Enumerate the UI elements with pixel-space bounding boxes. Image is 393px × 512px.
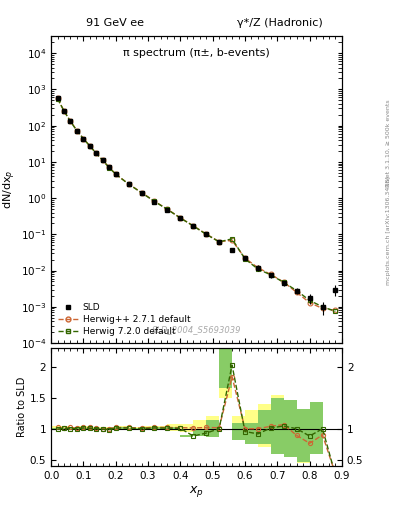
- Legend: SLD, Herwig++ 2.7.1 default, Herwig 7.2.0 default: SLD, Herwig++ 2.7.1 default, Herwig 7.2.…: [55, 301, 193, 338]
- Text: Rivet 3.1.10, ≥ 500k events: Rivet 3.1.10, ≥ 500k events: [386, 99, 391, 187]
- X-axis label: $x_p$: $x_p$: [189, 483, 204, 499]
- Text: SLD_2004_S5693039: SLD_2004_S5693039: [152, 325, 241, 334]
- Y-axis label: Ratio to SLD: Ratio to SLD: [17, 377, 27, 437]
- Text: mcplots.cern.ch [arXiv:1306.3438]: mcplots.cern.ch [arXiv:1306.3438]: [386, 176, 391, 285]
- Y-axis label: dN/dx$_p$: dN/dx$_p$: [2, 169, 18, 209]
- Text: γ*/Z (Hadronic): γ*/Z (Hadronic): [237, 18, 322, 28]
- Text: 91 GeV ee: 91 GeV ee: [86, 18, 145, 28]
- Text: π spectrum (π±, b-events): π spectrum (π±, b-events): [123, 48, 270, 58]
